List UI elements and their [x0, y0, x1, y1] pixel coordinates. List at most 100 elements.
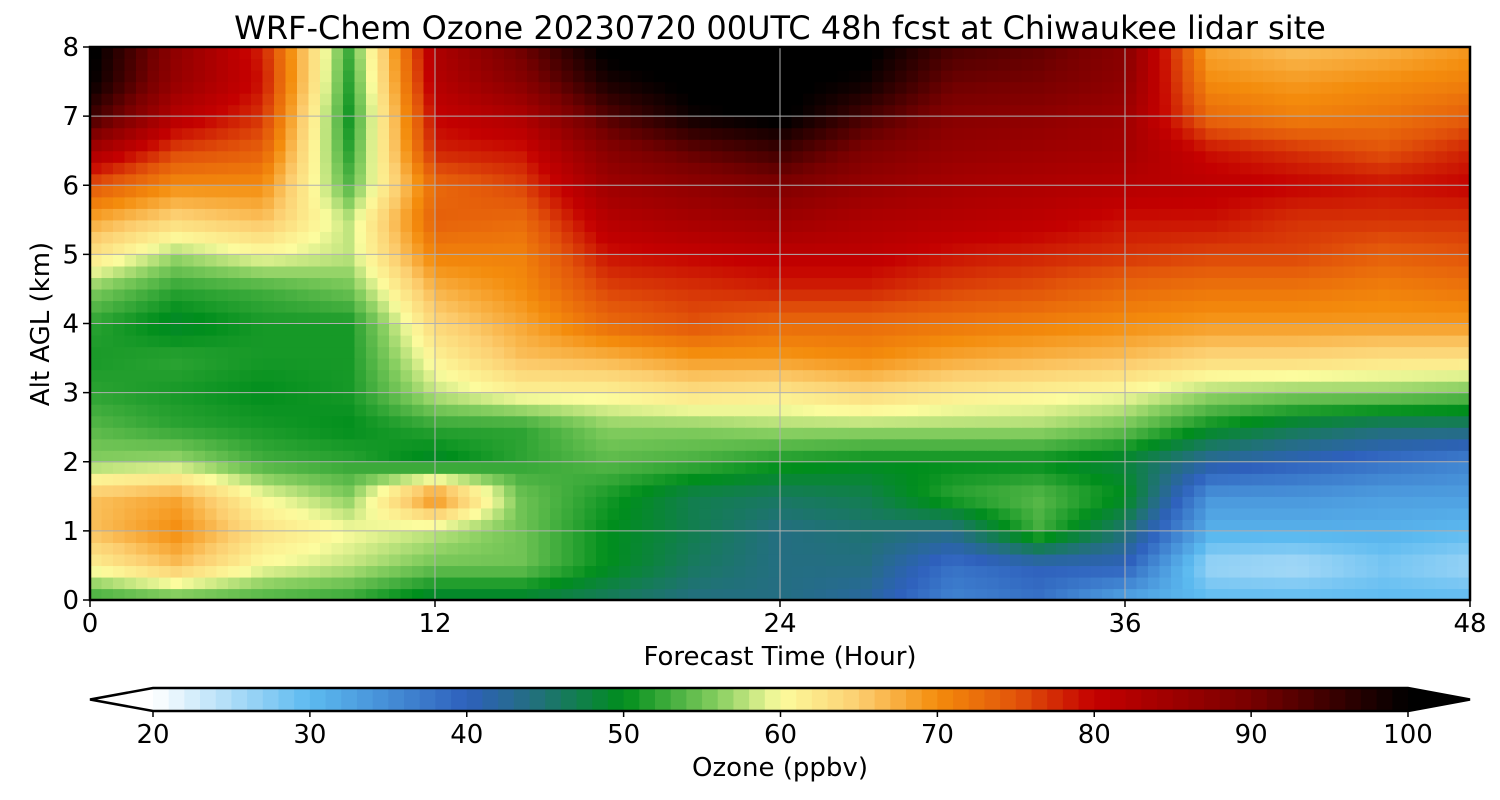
heatmap-cell — [1205, 208, 1218, 221]
heatmap-cell — [964, 392, 977, 405]
heatmap-cell — [1458, 242, 1470, 255]
heatmap-cell — [550, 381, 563, 394]
heatmap-cell — [584, 335, 597, 348]
heatmap-cell — [1251, 461, 1264, 474]
heatmap-cell — [1067, 484, 1080, 497]
heatmap-cell — [1067, 496, 1080, 509]
heatmap-cell — [826, 265, 839, 279]
heatmap-cell — [561, 519, 574, 532]
heatmap-cell — [504, 530, 517, 543]
heatmap-cell — [1355, 461, 1368, 474]
heatmap-cell — [630, 404, 643, 417]
heatmap-cell — [814, 473, 827, 486]
heatmap-cell — [665, 576, 678, 590]
heatmap-cell — [515, 208, 528, 221]
heatmap-cell — [412, 484, 425, 497]
heatmap-cell — [1401, 473, 1414, 486]
heatmap-cell — [573, 219, 586, 232]
heatmap-cell — [481, 588, 494, 600]
heatmap-cell — [1286, 311, 1299, 325]
heatmap-cell — [918, 427, 931, 440]
heatmap-cell — [676, 185, 689, 198]
heatmap-cell — [837, 150, 850, 163]
heatmap-cell — [1320, 415, 1333, 428]
heatmap-cell — [262, 507, 275, 520]
heatmap-cell — [113, 173, 126, 186]
heatmap-cell — [1044, 196, 1057, 209]
heatmap-cell — [941, 162, 954, 175]
heatmap-cell — [780, 173, 793, 186]
heatmap-cell — [780, 438, 793, 451]
heatmap-cell — [964, 173, 977, 186]
heatmap-cell — [642, 461, 655, 474]
heatmap-cell — [1033, 576, 1046, 590]
heatmap-cell — [239, 231, 252, 244]
heatmap-cell — [377, 265, 390, 279]
heatmap-cell — [1217, 484, 1230, 497]
heatmap-cell — [435, 461, 448, 474]
heatmap-cell — [987, 404, 1000, 417]
heatmap-cell — [837, 530, 850, 543]
heatmap-cell — [630, 507, 643, 520]
heatmap-cell — [1136, 335, 1149, 348]
heatmap-cell — [803, 288, 816, 302]
heatmap-cell — [1401, 139, 1414, 152]
heatmap-cell — [504, 484, 517, 497]
heatmap-cell — [1136, 231, 1149, 244]
heatmap-cell — [389, 231, 402, 244]
heatmap-cell — [343, 588, 356, 600]
heatmap-cell — [113, 139, 126, 152]
heatmap-cell — [1458, 127, 1470, 140]
heatmap-cell — [331, 507, 344, 520]
heatmap-cell — [688, 219, 701, 232]
heatmap-cell — [1378, 576, 1391, 590]
heatmap-cell — [952, 265, 965, 279]
heatmap-cell — [400, 219, 413, 232]
heatmap-cell — [1205, 242, 1218, 255]
heatmap-cell — [791, 277, 804, 290]
heatmap-cell — [331, 277, 344, 290]
heatmap-cell — [1251, 265, 1264, 279]
heatmap-cell — [803, 415, 816, 428]
heatmap-cell — [1435, 588, 1448, 600]
heatmap-cell — [1401, 346, 1414, 359]
heatmap-cell — [147, 162, 160, 175]
heatmap-cell — [1309, 381, 1322, 394]
heatmap-cell — [504, 231, 517, 244]
heatmap-cell — [262, 519, 275, 532]
heatmap-cell — [1113, 150, 1126, 163]
heatmap-cell — [481, 346, 494, 359]
heatmap-cell — [481, 254, 494, 267]
heatmap-cell — [1447, 404, 1460, 417]
heatmap-cell — [1309, 507, 1322, 520]
heatmap-cell — [826, 461, 839, 474]
heatmap-cell — [193, 139, 206, 152]
heatmap-cells — [90, 47, 1470, 600]
heatmap-cell — [722, 450, 735, 463]
heatmap-cell — [734, 185, 747, 198]
heatmap-cell — [757, 265, 770, 279]
heatmap-cell — [113, 542, 126, 555]
heatmap-cell — [400, 162, 413, 175]
heatmap-cell — [1343, 162, 1356, 175]
heatmap-cell — [412, 461, 425, 474]
heatmap-cell — [550, 219, 563, 232]
heatmap-cell — [228, 530, 241, 543]
heatmap-cell — [1033, 311, 1046, 325]
heatmap-cell — [791, 576, 804, 590]
heatmap-cell — [757, 208, 770, 221]
heatmap-cell — [366, 576, 379, 590]
heatmap-cell — [1378, 450, 1391, 463]
heatmap-cell — [768, 369, 781, 382]
heatmap-cell — [711, 404, 724, 417]
heatmap-cell — [711, 127, 724, 140]
heatmap-cell — [182, 576, 195, 590]
heatmap-cell — [1366, 381, 1379, 394]
heatmap-cell — [883, 496, 896, 509]
heatmap-cell — [412, 473, 425, 486]
heatmap-cell — [147, 311, 160, 325]
heatmap-cell — [458, 369, 471, 382]
heatmap-cell — [136, 427, 149, 440]
heatmap-cell — [895, 162, 908, 175]
heatmap-cell — [1159, 208, 1172, 221]
